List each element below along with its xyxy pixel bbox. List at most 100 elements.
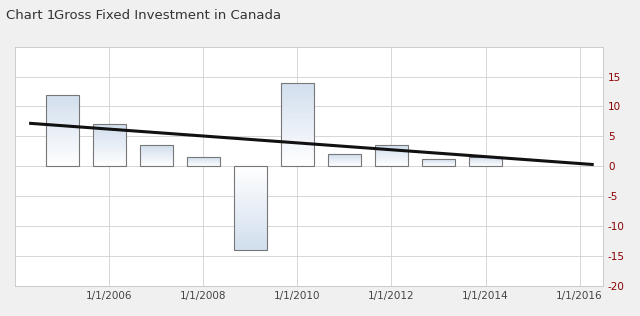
Bar	[45, 149, 79, 150]
Bar	[234, 175, 267, 176]
Bar	[281, 113, 314, 114]
Bar	[93, 129, 125, 130]
Bar	[281, 155, 314, 156]
Bar	[234, 173, 267, 175]
Bar	[234, 220, 267, 222]
Bar	[234, 244, 267, 245]
Bar	[281, 158, 314, 160]
Bar	[234, 240, 267, 242]
Bar	[45, 155, 79, 156]
Bar	[45, 116, 79, 118]
Bar	[281, 88, 314, 89]
Bar	[375, 158, 408, 159]
Bar	[281, 165, 314, 166]
Bar	[281, 138, 314, 140]
Bar	[281, 82, 314, 84]
Bar	[45, 148, 79, 149]
Bar	[140, 145, 173, 146]
Bar	[281, 96, 314, 98]
Bar	[234, 212, 267, 213]
Bar	[375, 157, 408, 158]
Bar	[234, 223, 267, 225]
Bar	[234, 230, 267, 232]
Bar	[140, 145, 173, 166]
Bar	[140, 159, 173, 160]
Bar	[93, 163, 125, 164]
Bar	[234, 191, 267, 193]
Bar	[140, 162, 173, 163]
Bar	[45, 162, 79, 163]
Bar	[93, 159, 125, 160]
Bar	[375, 153, 408, 154]
Bar	[93, 149, 125, 150]
Bar	[234, 188, 267, 190]
Bar	[187, 157, 220, 166]
Bar	[45, 135, 79, 136]
Bar	[281, 121, 314, 123]
Bar	[93, 152, 125, 153]
Bar	[281, 91, 314, 93]
Bar	[45, 99, 79, 100]
Bar	[93, 137, 125, 138]
Bar	[140, 156, 173, 157]
Bar	[281, 145, 314, 146]
Bar	[281, 149, 314, 151]
Bar	[140, 158, 173, 159]
Bar	[375, 146, 408, 147]
Bar	[375, 145, 408, 166]
Bar	[281, 86, 314, 88]
Bar	[281, 114, 314, 116]
Bar	[281, 98, 314, 99]
Bar	[234, 222, 267, 223]
Bar	[375, 159, 408, 160]
Bar	[93, 158, 125, 159]
Bar	[45, 94, 79, 96]
Bar	[375, 160, 408, 161]
Bar	[281, 106, 314, 108]
Bar	[45, 161, 79, 162]
Bar	[93, 136, 125, 137]
Bar	[140, 163, 173, 164]
Bar	[93, 130, 125, 131]
Bar	[328, 155, 361, 166]
Bar	[93, 164, 125, 165]
Bar	[234, 171, 267, 173]
Bar	[140, 149, 173, 150]
Text: Chart 1: Chart 1	[6, 9, 56, 22]
Bar	[45, 125, 79, 126]
Bar	[93, 125, 125, 166]
Bar	[45, 97, 79, 99]
Bar	[234, 217, 267, 218]
Bar	[281, 123, 314, 125]
Bar	[234, 202, 267, 203]
Bar	[234, 166, 267, 168]
Bar	[93, 155, 125, 156]
Bar	[45, 100, 79, 102]
Bar	[45, 122, 79, 123]
Bar	[45, 165, 79, 166]
Bar	[375, 163, 408, 164]
Bar	[234, 247, 267, 248]
Bar	[45, 106, 79, 107]
Bar	[234, 205, 267, 207]
Bar	[281, 89, 314, 91]
Bar	[45, 123, 79, 125]
Bar	[281, 118, 314, 119]
Bar	[93, 127, 125, 128]
Bar	[281, 136, 314, 138]
Bar	[45, 112, 79, 113]
Bar	[45, 115, 79, 116]
Bar	[234, 235, 267, 237]
Bar	[375, 161, 408, 162]
Bar	[281, 146, 314, 148]
Bar	[281, 94, 314, 96]
Bar	[281, 135, 314, 136]
Bar	[234, 166, 267, 250]
Bar	[234, 180, 267, 181]
Bar	[234, 195, 267, 197]
Bar	[140, 148, 173, 149]
Bar	[234, 186, 267, 188]
Bar	[93, 134, 125, 135]
Bar	[45, 131, 79, 132]
Bar	[140, 161, 173, 162]
